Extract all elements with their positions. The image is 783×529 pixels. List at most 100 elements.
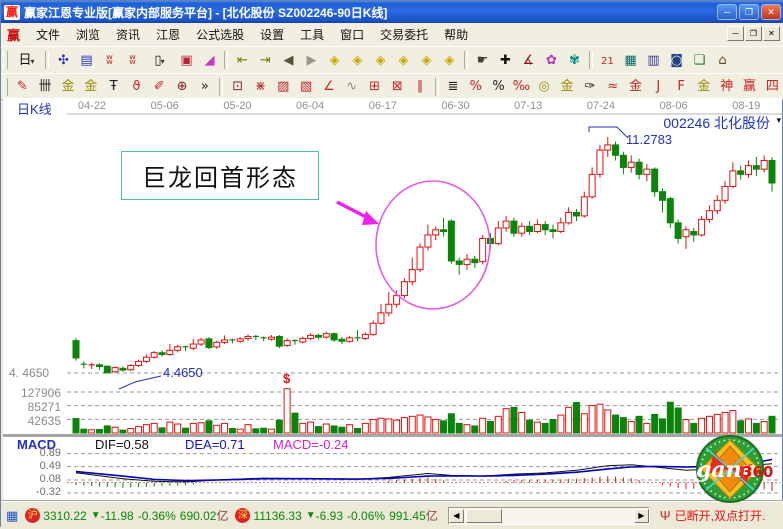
maximize-button[interactable]: ❐ <box>739 4 759 20</box>
scrollbar-thumb[interactable] <box>465 508 502 523</box>
stock-label[interactable]: 002246 北化股份 <box>663 115 770 131</box>
shanghai-badge[interactable]: 沪 <box>25 508 41 523</box>
bars-9-button[interactable]: ʬ <box>122 50 144 71</box>
zigzag-button[interactable]: ∿ <box>341 76 363 97</box>
grid-dark-button[interactable]: ⊠ <box>386 76 408 97</box>
pattern-box-button[interactable]: ▣ <box>176 50 198 71</box>
box-tool-button[interactable]: ⊡ <box>227 76 249 97</box>
menu-item-5[interactable]: 公式选股 <box>196 28 245 42</box>
hand-drag-button[interactable]: ☛ <box>472 50 494 71</box>
draw-pencil-button[interactable]: ✎ <box>11 76 33 97</box>
pencil-ruler-button[interactable]: ✐ <box>148 76 170 97</box>
grid-button[interactable]: ⊞ <box>364 76 386 97</box>
quote-grid-icon[interactable]: ▦ <box>6 507 19 523</box>
menu-item-6[interactable]: 设置 <box>260 28 285 42</box>
ying-angle-button[interactable]: 赢 <box>739 76 761 97</box>
si-angle-button[interactable]: 四 <box>761 76 783 97</box>
gold-ruler-1-button[interactable]: 金 <box>57 76 79 97</box>
nav-first-button[interactable]: ⇤ <box>232 50 254 71</box>
menu-item-10[interactable]: 帮助 <box>444 28 469 42</box>
annotation-text-box[interactable]: 巨龙回首形态 <box>121 151 319 200</box>
diamond-up-button[interactable]: ◈ <box>370 50 392 71</box>
ruler-button[interactable]: 卌 <box>34 76 56 97</box>
wave-button[interactable]: ≈ <box>602 76 624 97</box>
chart-area[interactable]: 日K线 04-22 05-06 05-20 06-04 06-17 06-30 07-13 0… <box>3 98 782 501</box>
time-circle-button[interactable]: ⊕ <box>171 76 193 97</box>
status-bar: ▦ 沪 3310.22 ▼ -11.98 -0.36% 690.02 亿 深 1… <box>1 501 783 529</box>
menu-item-7[interactable]: 工具 <box>300 28 325 42</box>
save-button[interactable]: ◙ <box>666 50 688 71</box>
f-ruler-button[interactable]: Ŧ <box>103 76 125 97</box>
remote-pc-button[interactable]: ⌂ <box>712 50 734 71</box>
info-panel-button[interactable]: ▤ <box>76 50 98 71</box>
spiral-button[interactable]: ϑ <box>126 76 148 97</box>
percent-button[interactable]: % <box>488 76 510 97</box>
diamond-left-button[interactable]: ◈ <box>324 50 346 71</box>
calculator-button[interactable]: ▦ <box>620 50 642 71</box>
gradient-volume-button[interactable]: ◢ <box>199 50 221 71</box>
j-angle-button[interactable]: J <box>647 76 669 97</box>
black-pencil-button[interactable]: ✑ <box>579 76 601 97</box>
diamond-expand-button[interactable]: ◈ <box>416 50 438 71</box>
connection-status[interactable]: 已断开,双点打开. <box>674 509 766 523</box>
menu-item-1[interactable]: 文件 <box>36 28 61 42</box>
gann-wheel-button[interactable]: ✣ <box>53 50 75 71</box>
toolbar-grip[interactable] <box>3 77 8 96</box>
stock-dropdown-icon[interactable]: ▾ <box>776 115 781 125</box>
doc-close-button[interactable]: ✕ <box>763 26 780 41</box>
gold-underline-button[interactable]: 金 <box>625 76 647 97</box>
permille-button[interactable]: ‰ <box>511 76 533 97</box>
minimize-button[interactable]: ─ <box>717 4 737 20</box>
brain-tool-button[interactable]: ✾ <box>564 50 586 71</box>
magenta-pattern-button[interactable]: ✿ <box>541 50 563 71</box>
gold-circle-button[interactable]: ◎ <box>533 76 555 97</box>
menu-item-8[interactable]: 窗口 <box>340 28 365 42</box>
toolbar-grip[interactable] <box>3 51 8 69</box>
diamond-right-button[interactable]: ◈ <box>347 50 369 71</box>
f-angle-button[interactable]: F <box>670 76 692 97</box>
price-scale-button[interactable]: ≣ <box>442 76 464 97</box>
more-tools-button[interactable]: » <box>194 76 216 97</box>
percent-range-button[interactable]: % <box>465 76 487 97</box>
menu-item-2[interactable]: 浏览 <box>76 28 101 42</box>
shen-angle-button[interactable]: 神 <box>716 76 738 97</box>
kline-period-button[interactable]: 日▾ <box>12 50 42 71</box>
horizontal-scrollbar[interactable]: ◀ ▶ <box>447 506 650 525</box>
menu-item-3[interactable]: 资讯 <box>116 28 141 42</box>
doc-restore-button[interactable]: ❐ <box>745 26 762 41</box>
candle-style-button[interactable]: ▯▾ <box>145 50 175 71</box>
menu-item-4[interactable]: 江恩 <box>156 28 181 42</box>
close-button[interactable]: ✕ <box>761 4 781 20</box>
report-button[interactable]: ▥ <box>643 50 665 71</box>
annotation-arrow[interactable] <box>336 200 367 219</box>
x-axis-tick: 07-13 <box>514 100 543 112</box>
line-box-button[interactable]: ▧ <box>295 76 317 97</box>
nav-prev-button[interactable]: ◀ <box>278 50 300 71</box>
antenna-icon[interactable]: Ψ <box>659 508 671 523</box>
gold-angle-button[interactable]: 金 <box>693 76 715 97</box>
parallel-lines-button[interactable]: ∥ <box>409 76 431 97</box>
gold-ruler-2-button[interactable]: 金 <box>80 76 102 97</box>
diamond-down-button[interactable]: ◈ <box>393 50 415 71</box>
gold-line-button[interactable]: 金 <box>556 76 578 97</box>
gold-ruler-2-icon: 金 <box>84 79 98 94</box>
fan-lines-button[interactable]: ⋇ <box>250 76 272 97</box>
nav-next-button[interactable]: ▶ <box>301 50 323 71</box>
annotation-ellipse[interactable] <box>375 180 491 310</box>
network-button[interactable]: ❏ <box>689 50 711 71</box>
angle-fan-button[interactable]: ∠ <box>318 76 340 97</box>
doc-minimize-button[interactable]: ─ <box>727 26 744 41</box>
bars-3-button[interactable]: ʬ <box>99 50 121 71</box>
scroll-right-button[interactable]: ▶ <box>633 508 649 523</box>
menu-item-9[interactable]: 交易委托 <box>380 28 429 42</box>
diamond-compress-button[interactable]: ◈ <box>439 50 461 71</box>
percent-icon: % <box>492 79 505 94</box>
annotation-arrowhead[interactable] <box>362 211 379 225</box>
fan-box-button[interactable]: ▨ <box>272 76 294 97</box>
angle-measure-button[interactable]: ∡ <box>518 50 540 71</box>
calendar-button[interactable]: 21 <box>597 50 619 71</box>
nav-last-button[interactable]: ⇥ <box>255 50 277 71</box>
crosshair-button[interactable]: ✚ <box>495 50 517 71</box>
shenzhen-badge[interactable]: 深 <box>235 508 251 523</box>
scroll-left-button[interactable]: ◀ <box>448 508 464 523</box>
